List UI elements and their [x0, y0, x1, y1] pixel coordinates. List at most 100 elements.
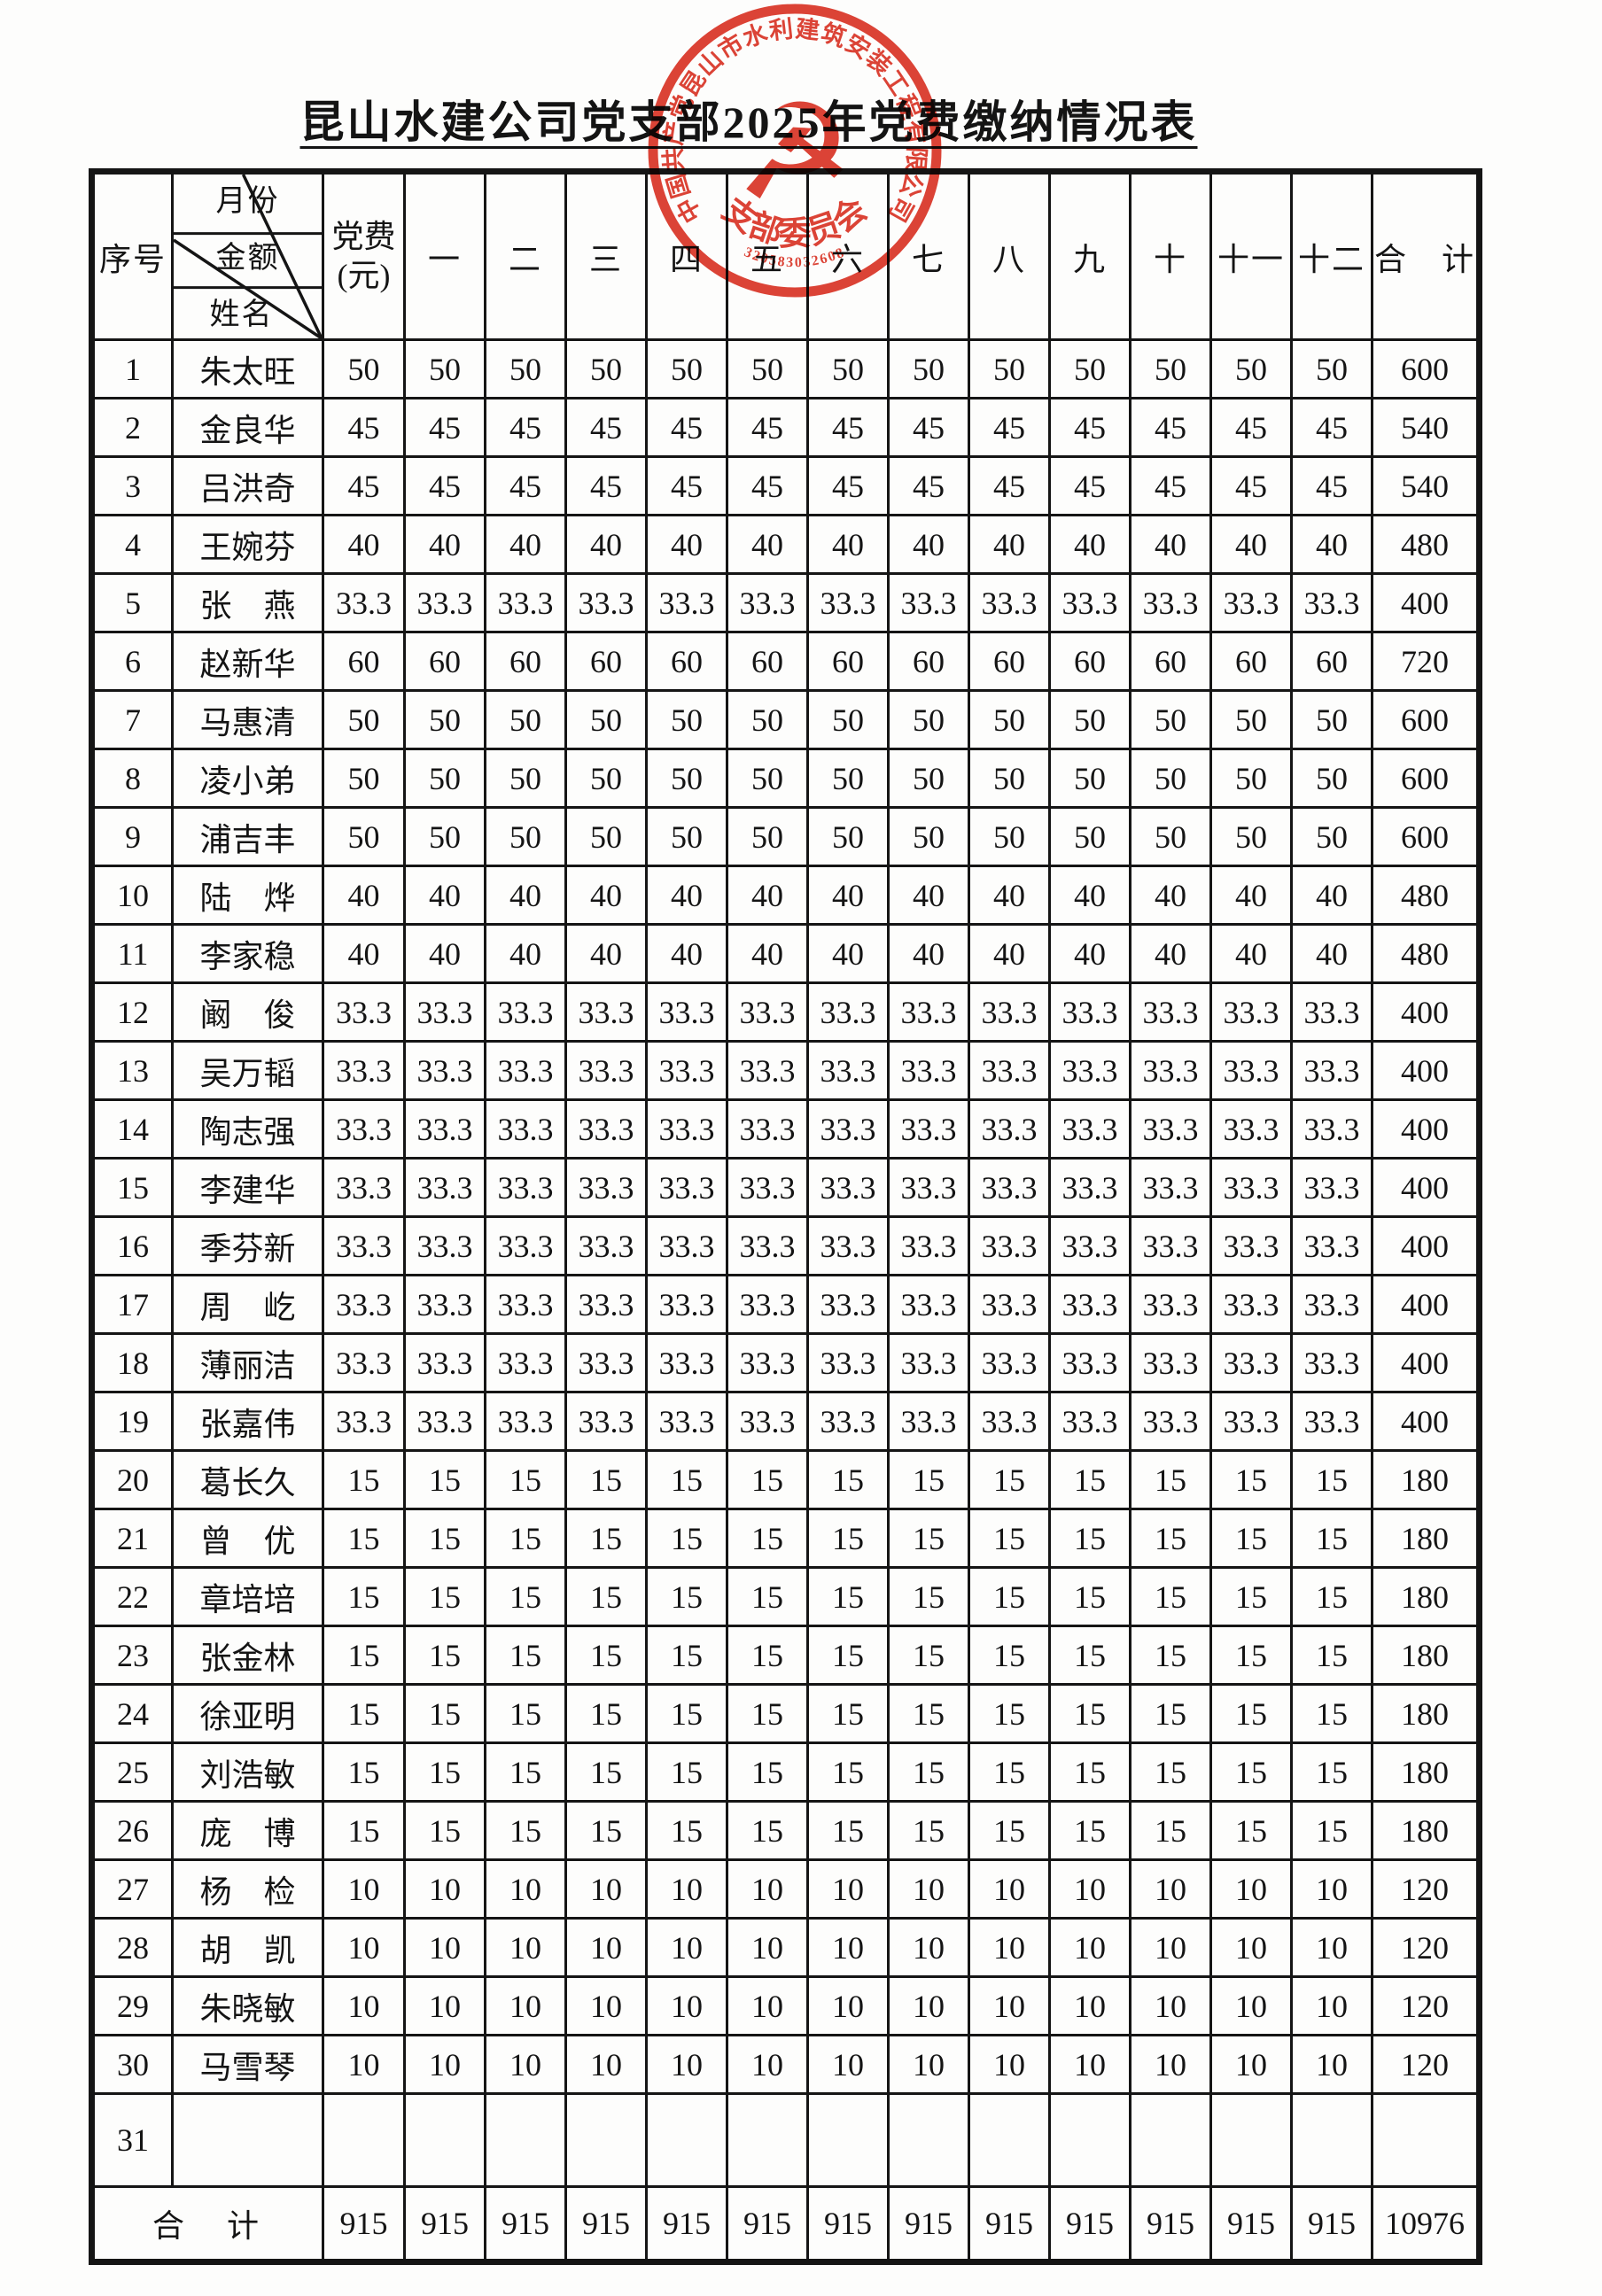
table-row: 15 李建华 33.3 33.3 33.3 33.3 33.3 33.3 33.3 33.3 33.…	[90, 1157, 1481, 1218]
row-name: 阚 俊	[171, 981, 324, 1043]
table-row: 1 朱太旺 50 50 50 50 50 50 50 50 50 50 50 50 50 600	[90, 338, 1481, 399]
row-month-value: 50	[1290, 689, 1373, 750]
header-month-3: 三	[564, 170, 648, 341]
row-month-value: 50	[564, 806, 648, 867]
row-month-value: 15	[726, 1449, 809, 1510]
row-month-value: 33.3	[645, 572, 728, 633]
row-total: 400	[1371, 1215, 1481, 1276]
table-row: 13 吴万韬 33.3 33.3 33.3 33.3 33.3 33.3 33.3 33.3 33.…	[90, 1040, 1481, 1101]
row-name: 马雪琴	[171, 2034, 324, 2095]
header-month-2: 二	[484, 170, 567, 341]
row-name: 凌小弟	[171, 748, 324, 809]
row-month-value: 50	[1129, 338, 1212, 399]
row-month-value: 10	[484, 1917, 567, 1978]
row-month-value: 15	[968, 1508, 1051, 1569]
row-month-value: 15	[968, 1449, 1051, 1510]
row-month-value: 33.3	[806, 1215, 890, 1276]
row-month-value: 33.3	[645, 1391, 728, 1452]
row-month-value: 10	[968, 1858, 1051, 1920]
table-row: 28 胡 凯 10 10 10 10 10 10 10 10 10 10 10 10 10 120	[90, 1917, 1481, 1978]
row-total: 720	[1371, 631, 1481, 692]
row-month-value: 15	[1048, 1508, 1132, 1569]
footer-month-total: 915	[1290, 2185, 1373, 2263]
row-month-value: 15	[1209, 1683, 1293, 1744]
row-fee: 40	[322, 923, 406, 984]
row-fee: 33.3	[322, 1391, 406, 1452]
row-month-value: 33.3	[806, 1157, 890, 1218]
row-month-value: 15	[1209, 1741, 1293, 1803]
row-total: 180	[1371, 1508, 1481, 1569]
footer-label: 合 计	[90, 2185, 324, 2263]
row-month-value: 45	[968, 455, 1051, 516]
row-fee: 33.3	[322, 1040, 406, 1101]
row-month-value: 50	[726, 338, 809, 399]
row-month-value: 10	[1209, 1917, 1293, 1978]
row-month-value: 40	[403, 923, 486, 984]
row-month-value	[1290, 2092, 1373, 2188]
row-month-value: 33.3	[1209, 1332, 1293, 1393]
header-month-10: 十	[1129, 170, 1212, 341]
row-month-value: 10	[403, 1858, 486, 1920]
row-month-value: 50	[645, 748, 728, 809]
row-name: 陆 烨	[171, 865, 324, 926]
row-month-value: 40	[1209, 865, 1293, 926]
row-month-value: 33.3	[726, 1215, 809, 1276]
row-month-value: 10	[1129, 1858, 1212, 1920]
party-fee-table: 序号 月份 金额 姓名 党费 (元) 一 二 三 四 五	[89, 168, 1482, 2265]
row-month-value: 33.3	[1129, 1391, 1212, 1452]
footer-row: 合 计 915 915 915 915 915 915 915 915 915 …	[90, 2185, 1481, 2263]
row-month-value: 15	[1048, 1566, 1132, 1627]
row-name: 吕洪奇	[171, 455, 324, 516]
row-fee: 33.3	[322, 1157, 406, 1218]
row-month-value	[726, 2092, 809, 2188]
row-month-value: 15	[484, 1449, 567, 1510]
footer-month-total: 915	[564, 2185, 648, 2263]
row-month-value: 15	[484, 1508, 567, 1569]
row-total: 600	[1371, 806, 1481, 867]
row-month-value: 33.3	[726, 1040, 809, 1101]
row-month-value: 40	[484, 865, 567, 926]
row-month-value: 10	[564, 1975, 648, 2036]
row-month-value: 10	[1290, 1858, 1373, 1920]
row-month-value: 15	[564, 1683, 648, 1744]
row-month-value: 10	[1048, 1917, 1132, 1978]
row-month-value: 10	[645, 2034, 728, 2095]
row-month-value: 10	[806, 1975, 890, 2036]
row-month-value: 33.3	[1048, 981, 1132, 1043]
row-seq: 2	[90, 397, 174, 458]
row-month-value: 15	[1290, 1741, 1373, 1803]
row-month-value: 15	[403, 1683, 486, 1744]
row-month-value: 50	[968, 748, 1051, 809]
row-month-value	[1129, 2092, 1212, 2188]
footer-month-total: 915	[887, 2185, 970, 2263]
row-month-value: 33.3	[806, 981, 890, 1043]
row-month-value: 15	[1048, 1449, 1132, 1510]
footer-fee-total: 915	[322, 2185, 406, 2263]
row-month-value: 45	[403, 397, 486, 458]
row-seq: 18	[90, 1332, 174, 1393]
row-month-value: 33.3	[645, 1274, 728, 1335]
row-seq: 5	[90, 572, 174, 633]
row-month-value	[645, 2092, 728, 2188]
row-month-value	[1048, 2092, 1132, 2188]
header-month-6: 六	[806, 170, 890, 341]
row-fee: 50	[322, 748, 406, 809]
footer-month-total: 915	[403, 2185, 486, 2263]
row-month-value: 10	[1290, 1975, 1373, 2036]
row-name: 陶志强	[171, 1098, 324, 1160]
row-month-value: 40	[1290, 514, 1373, 575]
row-total: 180	[1371, 1449, 1481, 1510]
row-month-value: 33.3	[645, 981, 728, 1043]
row-fee: 15	[322, 1449, 406, 1510]
row-month-value: 15	[564, 1508, 648, 1569]
row-month-value: 33.3	[403, 1274, 486, 1335]
footer-month-total: 915	[484, 2185, 567, 2263]
row-month-value: 10	[1129, 1917, 1212, 1978]
row-month-value: 15	[726, 1508, 809, 1569]
row-seq: 10	[90, 865, 174, 926]
header-month-12: 十二	[1290, 170, 1373, 341]
row-month-value	[968, 2092, 1051, 2188]
row-month-value: 15	[887, 1449, 970, 1510]
